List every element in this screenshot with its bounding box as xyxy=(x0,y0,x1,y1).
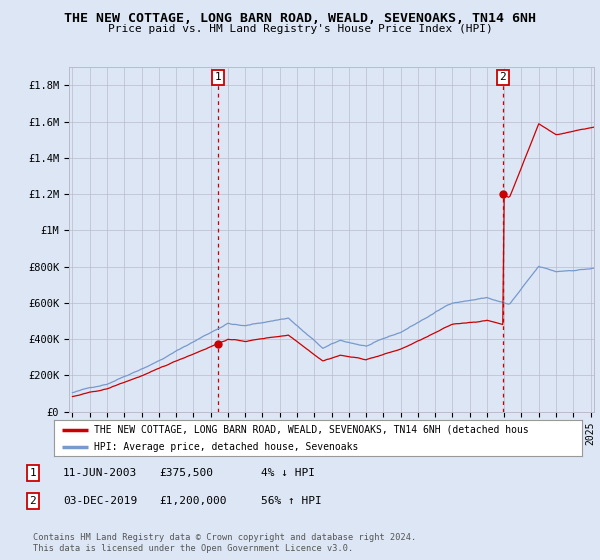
Text: Contains HM Land Registry data © Crown copyright and database right 2024.
This d: Contains HM Land Registry data © Crown c… xyxy=(33,533,416,553)
Text: 2: 2 xyxy=(29,496,37,506)
Text: 11-JUN-2003: 11-JUN-2003 xyxy=(63,468,137,478)
Text: 03-DEC-2019: 03-DEC-2019 xyxy=(63,496,137,506)
Text: £375,500: £375,500 xyxy=(159,468,213,478)
Text: 1: 1 xyxy=(29,468,37,478)
Text: THE NEW COTTAGE, LONG BARN ROAD, WEALD, SEVENOAKS, TN14 6NH (detached hous: THE NEW COTTAGE, LONG BARN ROAD, WEALD, … xyxy=(94,425,529,435)
Text: THE NEW COTTAGE, LONG BARN ROAD, WEALD, SEVENOAKS, TN14 6NH: THE NEW COTTAGE, LONG BARN ROAD, WEALD, … xyxy=(64,12,536,25)
Text: 1: 1 xyxy=(215,72,221,82)
Text: £1,200,000: £1,200,000 xyxy=(159,496,227,506)
Text: Price paid vs. HM Land Registry's House Price Index (HPI): Price paid vs. HM Land Registry's House … xyxy=(107,24,493,34)
Text: 4% ↓ HPI: 4% ↓ HPI xyxy=(261,468,315,478)
Text: 56% ↑ HPI: 56% ↑ HPI xyxy=(261,496,322,506)
Text: HPI: Average price, detached house, Sevenoaks: HPI: Average price, detached house, Seve… xyxy=(94,442,358,451)
Text: 2: 2 xyxy=(499,72,506,82)
